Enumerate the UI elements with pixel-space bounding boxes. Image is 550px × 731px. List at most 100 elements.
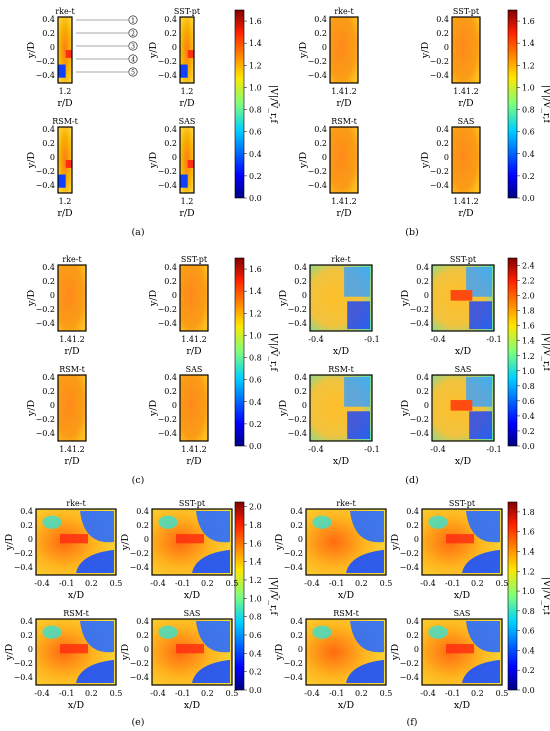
y-tick-label: 0.4 <box>42 373 55 382</box>
mid-velocity-region <box>428 515 448 529</box>
domain-outline <box>57 16 73 84</box>
subplot-title: SAS <box>454 609 471 618</box>
x-axis-label: x/D <box>338 700 355 711</box>
low-velocity-region <box>466 621 500 653</box>
y-tick-label: 0 <box>444 153 449 162</box>
domain-outline <box>35 618 117 686</box>
probe-marker <box>128 28 138 38</box>
y-tick-label: −0.2 <box>430 57 449 66</box>
subplot-title: rke-t <box>331 255 351 264</box>
x-tick-label: 0.5 <box>226 579 239 588</box>
colorbar-tick-label: 0.2 <box>249 668 262 677</box>
y-axis-label: y/D <box>298 152 309 170</box>
colorbar <box>234 9 245 199</box>
colorbar-tick-label: 1.0 <box>522 587 535 596</box>
colorbar-tick-label: 0.6 <box>522 128 535 137</box>
colorbar-label: |V|/V̄_r,f <box>268 577 280 617</box>
y-tick-label: 0 <box>172 401 177 410</box>
low-velocity-region <box>347 301 370 330</box>
y-tick-label: 0.4 <box>290 507 303 516</box>
x-tick-label: 0.5 <box>496 689 509 698</box>
x-axis-label: r/D <box>179 98 195 109</box>
y-tick-label: 0.2 <box>314 139 327 148</box>
colorbar-tick-label: 1.2 <box>522 567 535 576</box>
y-tick-label: 0.2 <box>164 139 177 148</box>
y-tick-label: 0.2 <box>42 139 55 148</box>
y-tick-label: 0.2 <box>314 29 327 38</box>
colorbar-tick-label: 0.4 <box>249 649 262 658</box>
y-tick-label: 0.2 <box>416 387 429 396</box>
domain-outline <box>179 126 195 194</box>
y-tick-label: 0 <box>424 401 429 410</box>
high-velocity-region <box>187 160 194 168</box>
contour-field <box>452 127 480 193</box>
y-tick-label: 0 <box>414 535 419 544</box>
domain-outline <box>421 508 503 576</box>
colorbar-tick-label: 0.2 <box>249 420 262 429</box>
y-tick-label: −0.4 <box>130 563 149 572</box>
y-tick-label: 0.2 <box>436 29 449 38</box>
y-axis-label: y/D <box>26 400 37 418</box>
y-tick-label: −0.2 <box>158 305 177 314</box>
x-axis-label: x/D <box>455 456 472 467</box>
low-velocity-region <box>196 511 230 543</box>
y-tick-label: 0 <box>414 645 419 654</box>
x-tick-label: -0.4 <box>304 689 319 698</box>
colorbar-tick-label: 0.2 <box>522 666 535 675</box>
x-axis-label: r/D <box>336 98 352 109</box>
high-velocity-region <box>446 534 474 544</box>
x-tick-label: -0.1 <box>175 689 190 698</box>
x-tick-label: -0.4 <box>308 445 323 454</box>
x-tick-label: -0.1 <box>59 689 74 698</box>
y-tick-label: −0.4 <box>430 181 449 190</box>
panel-caption: (a) <box>131 227 144 238</box>
x-axis-label: r/D <box>336 208 352 219</box>
y-tick-label: 0.4 <box>416 373 429 382</box>
probe-label: 2 <box>131 31 135 38</box>
low-velocity-region <box>180 64 188 78</box>
x-axis-label: r/D <box>186 346 202 357</box>
contour-field <box>180 265 208 331</box>
y-tick-label: −0.4 <box>410 429 429 438</box>
subplot-title: SST-pt <box>450 255 477 264</box>
high-velocity-region <box>450 400 473 411</box>
y-tick-label: −0.2 <box>308 167 327 176</box>
subplot-title: SST-pt <box>174 7 201 16</box>
panel-caption: (f) <box>407 717 418 728</box>
y-axis-label: y/D <box>148 42 159 60</box>
low-velocity-region <box>192 659 230 683</box>
y-tick-label: 0 <box>322 153 327 162</box>
y-tick-label: 0 <box>28 535 33 544</box>
y-tick-label: 0 <box>444 43 449 52</box>
y-tick-label: −0.4 <box>36 319 55 328</box>
y-tick-label: −0.2 <box>36 167 55 176</box>
y-tick-label: −0.2 <box>288 305 307 314</box>
y-tick-label: 0 <box>322 43 327 52</box>
y-tick-label: 0 <box>50 153 55 162</box>
y-tick-label: −0.4 <box>430 71 449 80</box>
y-tick-label: −0.4 <box>288 319 307 328</box>
subplot-title: SST-pt <box>453 7 480 16</box>
y-tick-label: 0 <box>172 291 177 300</box>
y-tick-label: −0.4 <box>36 429 55 438</box>
colorbar-tick-label: 1.2 <box>522 352 535 361</box>
colorbar-tick-label: 2.0 <box>522 292 535 301</box>
y-tick-label: −0.4 <box>130 673 149 682</box>
x-axis-label: r/D <box>458 208 474 219</box>
low-velocity-region <box>346 659 384 683</box>
low-velocity-region <box>180 174 188 188</box>
low-velocity-region <box>58 64 66 78</box>
domain-outline <box>329 126 359 194</box>
y-tick-label: −0.4 <box>288 429 307 438</box>
y-axis-label: y/D <box>298 42 309 60</box>
y-tick-label: 0.4 <box>406 507 419 516</box>
subplot-title: rke-t <box>66 499 86 508</box>
x-tick-label: -0.1 <box>445 689 460 698</box>
subplot-title: SST-pt <box>181 255 208 264</box>
subplot-title: SST-pt <box>449 499 476 508</box>
colorbar <box>234 257 245 447</box>
y-tick-label: −0.4 <box>284 563 303 572</box>
probe-label: 3 <box>131 44 135 51</box>
y-tick-label: 0.4 <box>290 617 303 626</box>
x-tick-label: 0.5 <box>110 689 123 698</box>
